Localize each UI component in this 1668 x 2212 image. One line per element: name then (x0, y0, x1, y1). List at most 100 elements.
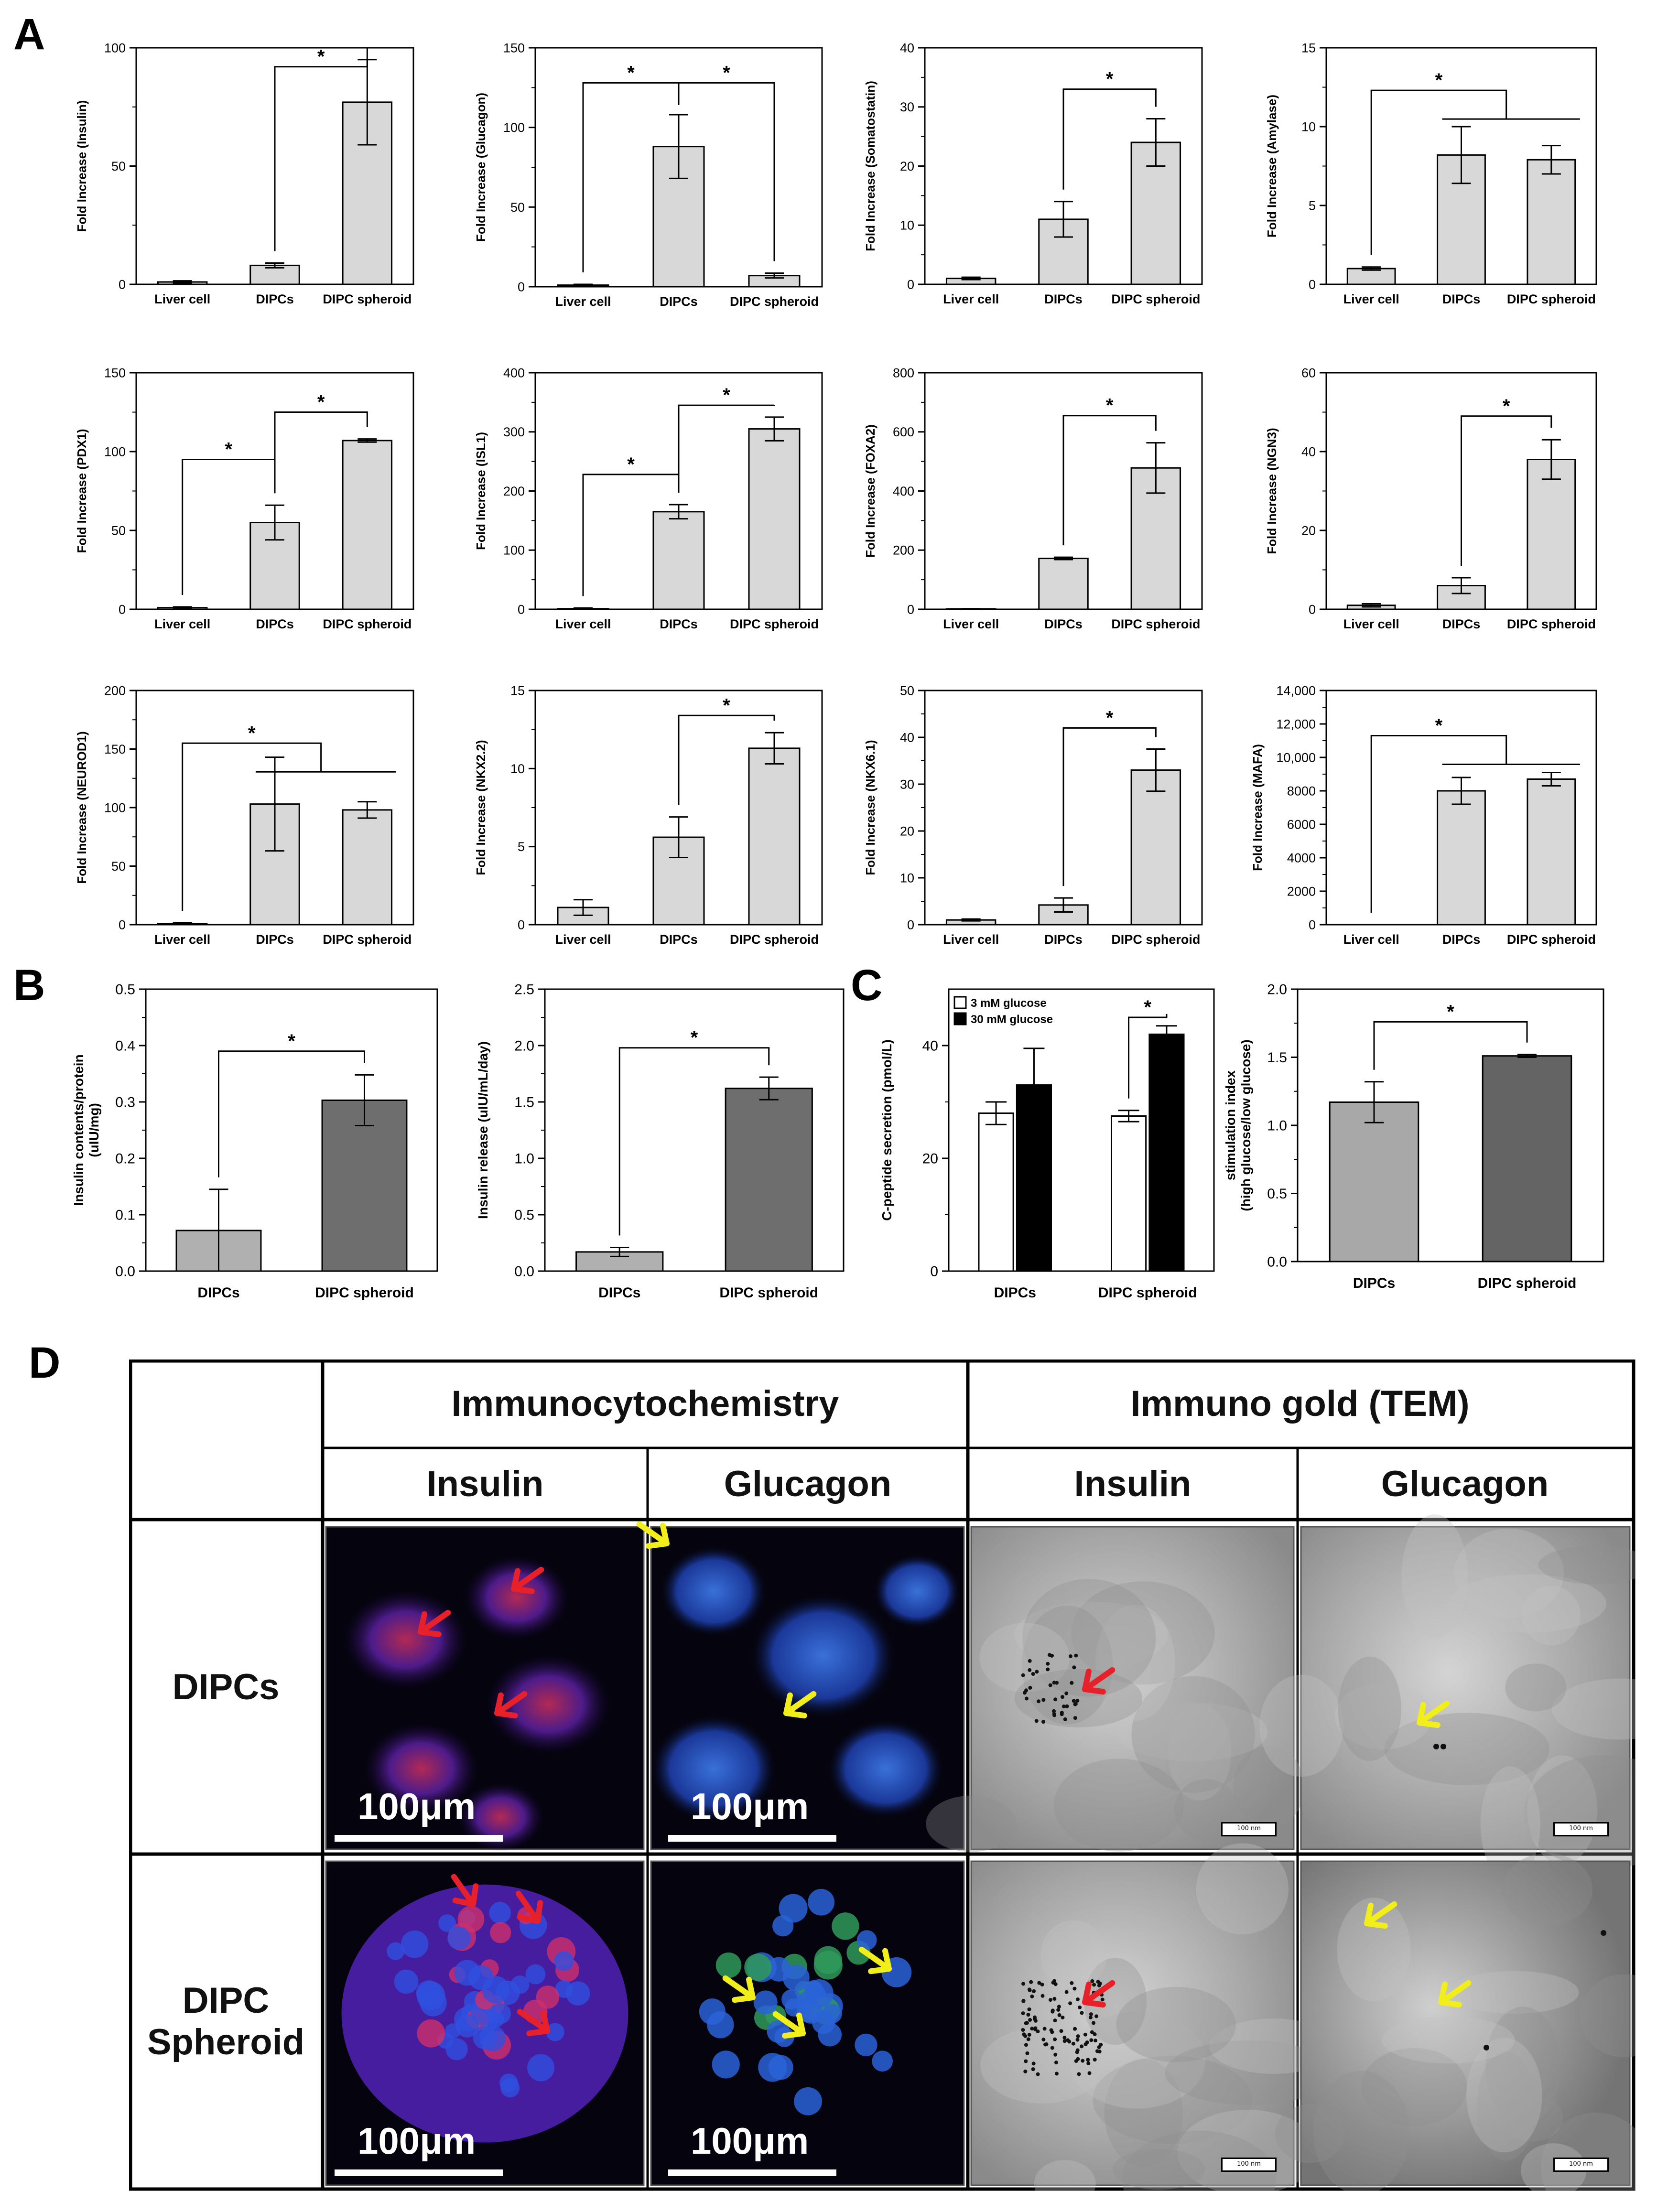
tem-texture (1053, 1759, 1184, 1852)
bar (249, 264, 300, 285)
bar (725, 1088, 813, 1272)
cell-blob (661, 1546, 766, 1636)
y-tick-label: 0.5 (1267, 1186, 1287, 1202)
significance-star: * (1144, 997, 1151, 1018)
x-tick-label: DIPC spheroid (1111, 932, 1200, 947)
significance-star: * (723, 385, 730, 406)
x-tick-label: DIPC spheroid (730, 617, 819, 631)
legend-swatch (953, 996, 967, 1009)
gold-particle (1054, 2061, 1058, 2065)
significance-bracket (1461, 415, 1552, 566)
gold-particle (1054, 2072, 1059, 2076)
y-tick-label: 0 (930, 1264, 938, 1280)
gold-particle (1080, 2011, 1084, 2015)
gold-particle (1089, 2038, 1094, 2042)
significance-bracket (274, 47, 368, 251)
gold-particle (1028, 1685, 1032, 1690)
table-grid (129, 1360, 1636, 2191)
panel-letter-b: B (13, 961, 45, 1010)
chart-foxa2: 0 200 400 600 800 Fold Increase (FOXA2) Liver … (863, 366, 1203, 631)
tem-texture (979, 1622, 1070, 1693)
significance-bracket (1128, 1014, 1168, 1099)
gold-particle (1021, 1982, 1026, 1986)
tem-texture (1116, 1702, 1268, 1762)
gold-particle (1040, 1983, 1044, 1987)
nucleus (779, 1894, 808, 1923)
tem-texture (1476, 2051, 1536, 2161)
gold-particle (1025, 1696, 1029, 1701)
y-tick-label: 0.3 (115, 1095, 135, 1111)
tem-texture (1168, 1703, 1232, 1801)
bar (748, 428, 801, 610)
y-tick-label: 30 (900, 777, 914, 791)
tem-texture (1104, 2059, 1183, 2167)
x-tick-label: Liver cell (1343, 292, 1399, 306)
tem-texture (1448, 1574, 1606, 1633)
gold-particle (1053, 2052, 1058, 2057)
significance-star: * (317, 392, 325, 413)
y-tick-label: 150 (104, 366, 126, 380)
significance-bracket (678, 714, 775, 805)
y-tick-label: 100 (104, 800, 126, 815)
bar-30-mm-glucose (1148, 1033, 1185, 1272)
significance-star: * (225, 439, 233, 460)
significance-star: * (1106, 707, 1114, 728)
gold-particle (1077, 2072, 1081, 2076)
y-tick-label: 20 (922, 1151, 938, 1167)
y-tick-label: 150 (503, 41, 525, 55)
x-tick-label: DIPCs (256, 292, 294, 306)
bar (1527, 159, 1576, 285)
gold-particle (1048, 1683, 1052, 1687)
nucleus (499, 2073, 518, 2093)
arrow-head (1438, 1981, 1462, 2008)
gold-particle (1086, 2061, 1091, 2065)
gold-particle (1046, 1662, 1050, 1666)
y-tick-label: 200 (893, 543, 914, 558)
cell-blob (464, 1555, 569, 1640)
arrow-marker (1364, 1901, 1397, 1929)
y-axis-label: Fold Increase (Somatostatin) (863, 81, 877, 251)
y-tick-label: 600 (893, 425, 914, 439)
y-axis-label: Fold Increase (FOXA2) (863, 424, 877, 558)
arrow-shaft (451, 1874, 476, 1907)
y-tick-label: 5 (518, 840, 525, 854)
scale-bar-icc-glucagon-spheroid (668, 2169, 836, 2176)
tem-texture (1449, 1971, 1579, 2014)
chart-c-peptide: 0 20 40 C-peptide secretion (pmol/L) 3 mM gl… (879, 988, 1215, 1301)
gold-particle (1041, 1720, 1046, 1724)
gold-particle (1028, 1659, 1032, 1663)
nucleus (794, 2087, 822, 2115)
bar (1038, 558, 1089, 610)
x-tick-label: DIPCs (660, 617, 698, 631)
significance-bracket (218, 1050, 365, 1177)
gold-particle (1042, 2027, 1047, 2031)
arrow-shaft (1364, 1901, 1397, 1926)
header-insulin-tem: Insulin (1074, 1463, 1191, 1504)
tem-texture (1083, 1958, 1147, 2045)
y-tick-label: 0 (518, 917, 525, 932)
nucleus (772, 1915, 794, 1937)
y-axis-label: Fold Increase (NKX2.2) (474, 740, 488, 875)
arrow-marker (722, 1975, 756, 2003)
y-tick-label: 60 (1301, 366, 1316, 380)
y-tick-label: 20 (900, 159, 914, 173)
chart-insulin-release: 0.0 0.5 1.0 1.5 2.0 2.5 Insulin release (uIU/m… (476, 982, 845, 1301)
gold-particle (1050, 2046, 1054, 2050)
gold-particle (1025, 2051, 1029, 2055)
nucleus (855, 2033, 877, 2057)
x-tick-label: Liver cell (1343, 932, 1399, 947)
nucleus (812, 2011, 835, 2034)
x-tick-label: Liver cell (943, 932, 999, 947)
tem-texture (1093, 2056, 1253, 2144)
y-tick-label: 100 (104, 41, 126, 55)
cell-blob (364, 1723, 479, 1815)
y-tick-label: 0.0 (115, 1264, 135, 1280)
gold-particle (1030, 2027, 1034, 2031)
significance-star: * (1106, 69, 1114, 90)
x-tick-label: Liver cell (555, 932, 611, 947)
gold-particle (1083, 2042, 1088, 2046)
arrow-head (452, 1883, 479, 1907)
y-axis-label: Fold Increase (NGN3) (1265, 428, 1279, 554)
gold-particle (1026, 2013, 1030, 2017)
